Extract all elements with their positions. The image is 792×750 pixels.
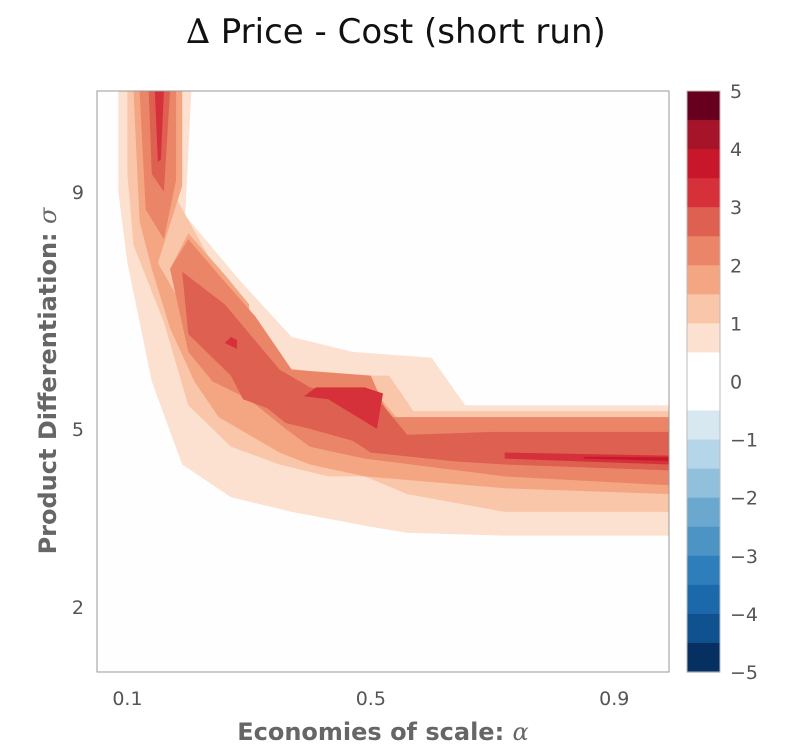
title-text: Price - Cost (short run)	[220, 12, 606, 52]
y-axis-label-symbol: σ	[34, 207, 62, 224]
y-axis-label-text: Product Differentiation:	[34, 224, 62, 554]
contour-region-3_5-1	[224, 337, 237, 349]
colorbar-swatch	[687, 497, 720, 528]
plot-frame	[96, 90, 670, 673]
colorbar-swatch	[687, 381, 720, 412]
x-axis-label: Economies of scale: α	[237, 718, 529, 746]
contour-region-3_5-2	[303, 387, 383, 429]
colorbar-swatch	[687, 120, 720, 150]
x-axis-ticks: 0.1 0.5 0.9	[112, 688, 629, 710]
colorbar-tick-label: −3	[730, 546, 758, 568]
x-axis-label-text: Economies of scale:	[237, 718, 512, 746]
colorbar-tick-label: −4	[730, 604, 758, 626]
colorbar-tick-label: 1	[730, 313, 742, 335]
colorbar	[686, 90, 721, 673]
colorbar-tick-label: −5	[730, 662, 758, 684]
chart-title: ∆ Price - Cost (short run)	[0, 12, 792, 52]
colorbar-tick-label: 2	[730, 255, 742, 277]
colorbar-swatch	[687, 613, 720, 644]
colorbar-swatch	[687, 410, 720, 441]
colorbar-swatch	[687, 178, 720, 208]
colorbar-tick-label: −2	[730, 488, 758, 510]
colorbar-swatch	[687, 265, 720, 295]
colorbar-frame	[686, 90, 721, 673]
colorbar-swatch	[687, 555, 720, 586]
y-axis-ticks: 2 5 9	[72, 182, 84, 619]
x-tick-label: 0.1	[112, 688, 142, 710]
y-axis-label: Product Differentiation: σ	[34, 207, 62, 554]
x-tick-label: 0.5	[356, 688, 386, 710]
y-tick-label: 9	[72, 182, 84, 204]
colorbar-tick-label: −1	[730, 430, 758, 452]
colorbar-swatch	[687, 584, 720, 615]
y-tick-label: 2	[72, 597, 84, 619]
colorbar-tick-label: 3	[730, 197, 742, 219]
colorbar-swatch	[687, 468, 720, 499]
colorbar-swatch	[687, 352, 720, 383]
contour-region-3_5-0	[154, 91, 164, 163]
colorbar-swatch	[687, 439, 720, 470]
colorbar-swatch	[687, 294, 720, 324]
colorbar-swatch	[687, 526, 720, 557]
colorbar-swatch	[687, 149, 720, 179]
colorbar-tick-label: 4	[730, 139, 742, 161]
colorbar-swatch	[687, 323, 720, 354]
x-tick-label: 0.9	[599, 688, 629, 710]
colorbar-tick-label: 5	[730, 81, 742, 103]
colorbar-tick-label: 0	[730, 372, 742, 394]
y-tick-label: 5	[72, 419, 84, 441]
contour-fills	[118, 91, 669, 536]
title-delta-symbol: ∆	[186, 12, 210, 52]
colorbar-ticks: 5 4 3 2 1 0 −1 −2 −3 −4 −5	[730, 81, 758, 684]
colorbar-swatch	[687, 236, 720, 266]
colorbar-swatch	[687, 207, 720, 237]
colorbar-swatch	[687, 91, 720, 121]
x-axis-label-symbol: α	[513, 718, 529, 746]
colorbar-swatch	[687, 642, 720, 673]
contour-region-4-0	[583, 456, 669, 461]
contour-region-2_5-1	[182, 271, 669, 471]
